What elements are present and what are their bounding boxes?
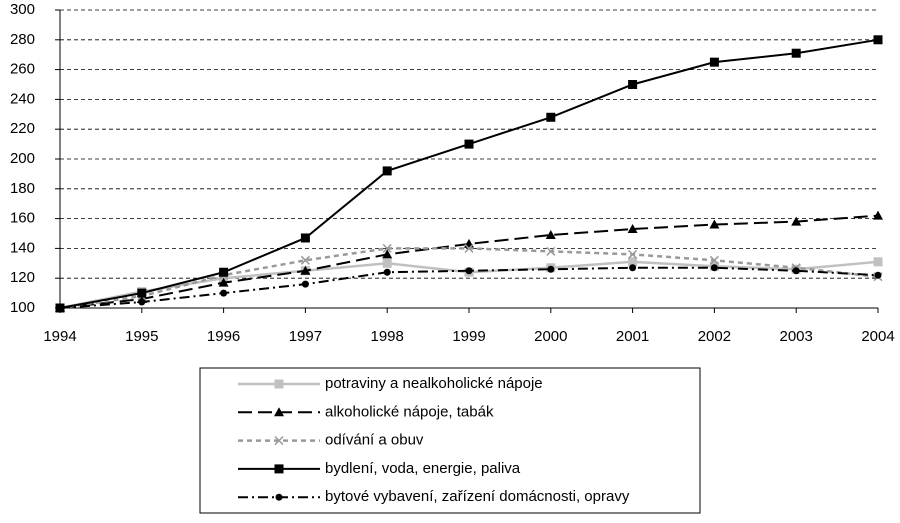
- data-point: [382, 258, 392, 268]
- x-tick-label: 1997: [289, 328, 322, 345]
- x-tick-label: 2000: [534, 328, 567, 345]
- data-point: [56, 304, 64, 312]
- y-tick-label: 240: [10, 90, 35, 107]
- data-point: [545, 229, 556, 239]
- data-point: [465, 267, 473, 275]
- y-tick-label: 280: [10, 31, 35, 48]
- x-tick-label: 2002: [698, 328, 731, 345]
- data-point: [464, 139, 474, 149]
- data-point: [627, 224, 638, 234]
- data-point: [300, 233, 310, 243]
- y-tick-label: 220: [10, 120, 35, 137]
- x-tick-label: 1994: [43, 328, 76, 345]
- data-point: [628, 249, 638, 259]
- legend-label: bytové vybavení, zařízení domácnosti, op…: [325, 488, 630, 505]
- data-point: [382, 249, 393, 259]
- y-tick-label: 140: [10, 239, 35, 256]
- legend-label: potraviny a nealkoholické nápoje: [325, 375, 543, 392]
- data-point: [628, 80, 638, 89]
- legend-marker: [274, 464, 284, 474]
- y-tick-label: 100: [10, 299, 35, 316]
- data-point: [710, 264, 718, 272]
- data-point: [220, 289, 228, 297]
- data-point: [383, 268, 391, 276]
- y-tick-label: 200: [10, 150, 35, 167]
- y-tick-label: 120: [10, 269, 35, 286]
- legend-marker: [274, 407, 284, 417]
- data-point: [709, 219, 720, 229]
- data-point: [874, 271, 882, 279]
- data-point: [301, 280, 309, 288]
- data-point: [628, 257, 638, 267]
- data-point: [137, 288, 147, 298]
- data-point: [709, 57, 719, 67]
- data-point: [300, 265, 311, 275]
- data-point: [300, 255, 310, 265]
- data-point: [709, 255, 719, 265]
- data-point: [792, 267, 800, 275]
- x-tick-label: 2001: [616, 328, 649, 345]
- y-tick-label: 180: [10, 180, 35, 197]
- data-point: [464, 243, 474, 253]
- data-point: [629, 264, 637, 272]
- legend-marker: [275, 493, 283, 501]
- data-point: [873, 35, 883, 45]
- data-point: [791, 216, 802, 226]
- legend-marker: [274, 379, 284, 389]
- legend-marker: [274, 436, 284, 446]
- y-tick-label: 300: [10, 1, 35, 18]
- data-point: [382, 243, 392, 253]
- x-tick-label: 2004: [861, 328, 894, 345]
- x-tick-label: 1998: [371, 328, 404, 345]
- data-point: [546, 246, 556, 256]
- series-line: [59, 266, 879, 309]
- data-point: [791, 48, 801, 58]
- x-tick-label: 1995: [125, 328, 158, 345]
- x-tick-label: 2003: [780, 328, 813, 345]
- data-point: [382, 166, 392, 176]
- data-point: [218, 277, 229, 287]
- y-tick-label: 160: [10, 210, 35, 227]
- y-tick-label: 260: [10, 61, 35, 78]
- data-point: [546, 112, 556, 122]
- series-line: [59, 214, 879, 309]
- data-point: [138, 298, 146, 306]
- x-tick-label: 1996: [207, 328, 240, 345]
- legend-label: alkoholické nápoje, tabák: [325, 403, 494, 420]
- data-point: [547, 265, 555, 273]
- data-point: [873, 257, 883, 267]
- data-point: [873, 210, 883, 220]
- data-point: [219, 267, 229, 277]
- legend-label: bydlení, voda, energie, paliva: [325, 460, 521, 477]
- x-tick-label: 1999: [452, 328, 485, 345]
- legend-label: odívání a obuv: [325, 432, 424, 449]
